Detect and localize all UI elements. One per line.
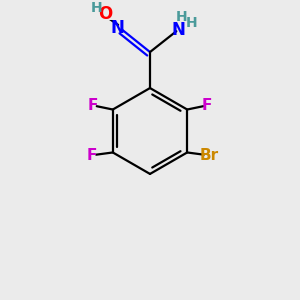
Text: N: N — [172, 21, 185, 39]
Text: F: F — [87, 148, 98, 163]
Text: F: F — [202, 98, 212, 113]
Text: H: H — [91, 1, 102, 15]
Text: Br: Br — [199, 148, 218, 163]
Text: N: N — [110, 20, 124, 38]
Text: H: H — [186, 16, 197, 30]
Text: F: F — [88, 98, 98, 113]
Text: O: O — [98, 5, 113, 23]
Text: H: H — [176, 10, 187, 24]
